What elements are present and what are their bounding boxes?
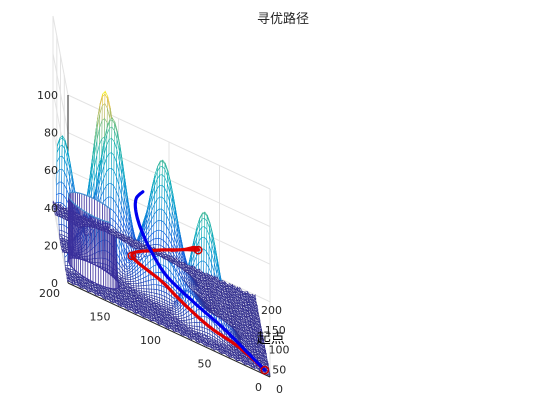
- surface-cell: [156, 196, 160, 212]
- surface-cell: [150, 278, 155, 286]
- wall-grid-line: [52, 15, 69, 96]
- surface-mesh: [52, 90, 271, 376]
- surface-cell: [153, 288, 158, 294]
- surface-cell: [201, 226, 205, 238]
- surface-cell: [159, 174, 163, 186]
- surface-cell: [108, 137, 113, 154]
- y-axis-line: [67, 282, 271, 378]
- surface-cell: [61, 223, 65, 232]
- wall-grid-line: [52, 53, 69, 133]
